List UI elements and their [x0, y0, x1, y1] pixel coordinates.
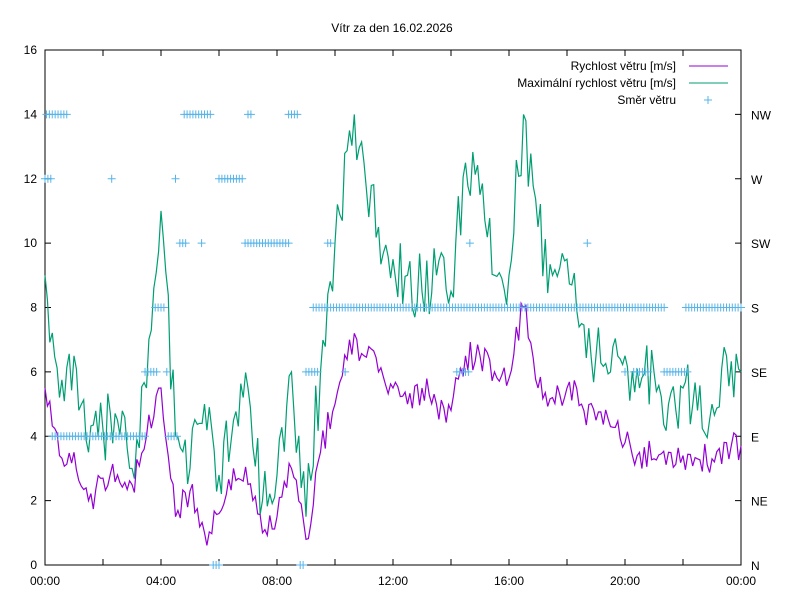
direction-point	[313, 367, 322, 376]
direction-point	[464, 367, 473, 376]
y2-tick-label: W	[751, 173, 763, 187]
direction-point	[341, 367, 350, 376]
chart-title: Vítr za den 16.02.2026	[331, 21, 453, 35]
y2-tick-label: N	[751, 559, 760, 573]
y2-tick-label: SE	[751, 366, 767, 380]
legend-label-max: Maximální rychlost větru [m/s]	[517, 76, 676, 90]
legend: Rychlost větru [m/s] Maximální rychlost …	[517, 59, 728, 107]
direction-point	[293, 110, 302, 119]
y-tick-label: 16	[24, 43, 38, 57]
x-tick-label: 00:00	[30, 574, 60, 588]
max-speed-line	[44, 114, 742, 517]
direction-point	[326, 239, 335, 248]
legend-label-direction: Směr větru	[617, 93, 676, 107]
y2-tick-label: SW	[751, 237, 771, 251]
y2-tick-label: NW	[751, 108, 772, 122]
x-tick-label: 16:00	[494, 574, 524, 588]
direction-point	[238, 174, 247, 183]
direction-point	[660, 303, 669, 312]
direction-point	[644, 367, 653, 376]
direction-point	[246, 110, 255, 119]
legend-label-speed: Rychlost větru [m/s]	[571, 59, 676, 73]
direction-point	[737, 303, 745, 312]
legend-swatch-direction	[704, 96, 712, 104]
y-tick-label: 4	[30, 429, 37, 443]
x-tick-label: 08:00	[262, 574, 292, 588]
direction-point	[299, 561, 308, 569]
direction-point	[172, 432, 181, 441]
direction-point	[197, 239, 206, 248]
y2-tick-label: E	[751, 430, 759, 444]
y-tick-label: 14	[24, 107, 38, 121]
direction-point	[583, 239, 592, 248]
direction-point	[621, 367, 629, 376]
direction-point	[107, 174, 116, 183]
speed-line	[44, 301, 742, 546]
x-tick-label: 04:00	[146, 574, 176, 588]
direction-point	[215, 561, 223, 569]
y-tick-label: 12	[24, 172, 38, 186]
direction-point	[46, 174, 55, 183]
direction-point	[465, 239, 474, 248]
direction-point	[171, 174, 180, 183]
direction-point	[159, 303, 168, 312]
direction-point	[152, 367, 161, 376]
y-tick-label: 10	[24, 236, 38, 250]
y-tick-label: 2	[30, 494, 37, 508]
direction-point	[206, 110, 215, 119]
direction-point	[683, 367, 692, 376]
direction-point	[162, 367, 171, 376]
y2-tick-label: S	[751, 302, 759, 316]
direction-point	[284, 239, 293, 248]
y-tick-label: 6	[30, 365, 37, 379]
direction-point	[181, 239, 190, 248]
y-tick-label: 8	[30, 301, 37, 315]
x-tick-label: 12:00	[378, 574, 408, 588]
direction-point	[62, 110, 71, 119]
direction-point	[141, 432, 150, 441]
x-tick-label: 20:00	[610, 574, 640, 588]
y2-tick-label: NE	[751, 495, 768, 509]
y-tick-label: 0	[30, 558, 37, 572]
x-tick-label: 00:00	[726, 574, 756, 588]
